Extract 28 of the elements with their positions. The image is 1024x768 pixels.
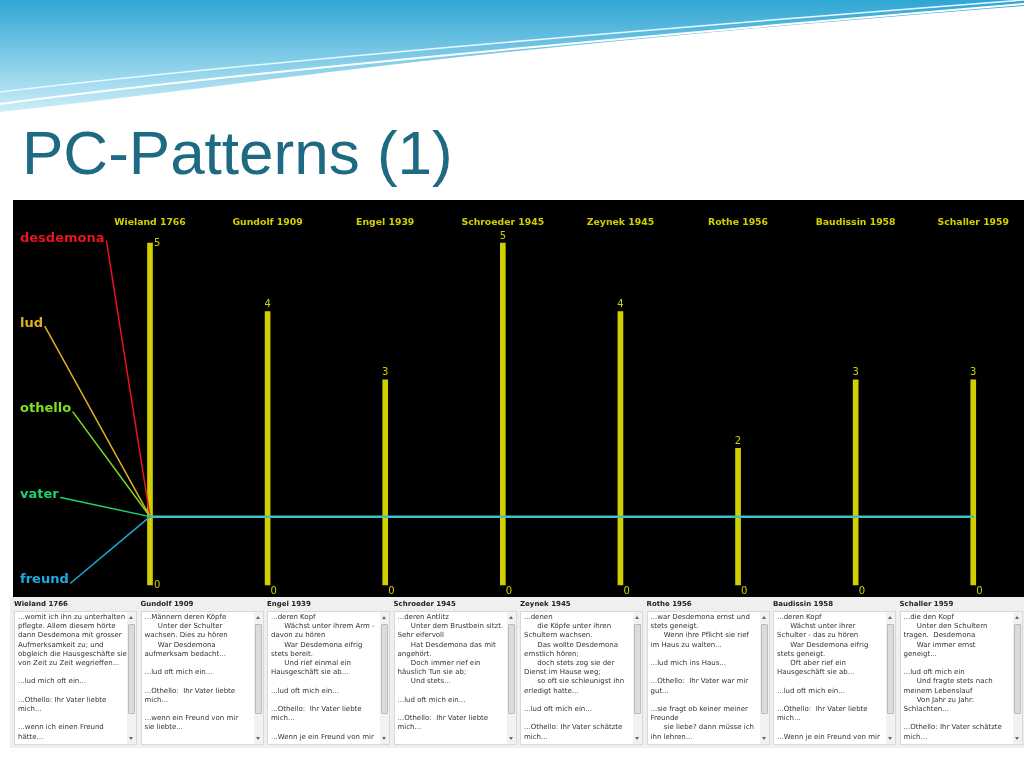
x-tick-label: Baudissin 1958	[815, 215, 896, 227]
x-tick-label: Wieland 1766	[114, 215, 186, 227]
data-label: 5	[499, 229, 507, 241]
annotation: 0	[505, 584, 513, 596]
annotation: 0	[270, 584, 277, 596]
annotation: 0	[858, 584, 866, 596]
data-label: 3	[852, 366, 859, 378]
annotation: vater	[20, 485, 60, 501]
annotation: 0	[388, 584, 395, 596]
annotation: lud	[20, 314, 44, 330]
chart-title: PC-Patterns (1)	[22, 118, 453, 187]
data-label: 4	[264, 298, 271, 310]
data-label: 3	[970, 366, 977, 378]
annotation: desdemona	[20, 229, 105, 245]
x-tick-label: Gundolf 1909	[232, 215, 303, 227]
data-label: 4	[617, 298, 624, 310]
x-tick-label: Zeynek 1945	[586, 215, 655, 227]
x-tick-label: Rothe 1956	[708, 215, 769, 227]
data-label: 2	[734, 434, 742, 446]
annotation: othello	[20, 400, 72, 416]
x-tick-label: Engel 1939	[356, 215, 415, 227]
annotation: freund	[20, 571, 69, 587]
annotation: 0	[623, 584, 630, 596]
annotation: 0	[741, 584, 748, 596]
x-tick-label: Schroeder 1945	[461, 215, 545, 227]
data-label: 3	[382, 366, 389, 378]
annotation: 0	[976, 584, 983, 596]
x-tick-label: Schaller 1959	[937, 215, 1010, 227]
